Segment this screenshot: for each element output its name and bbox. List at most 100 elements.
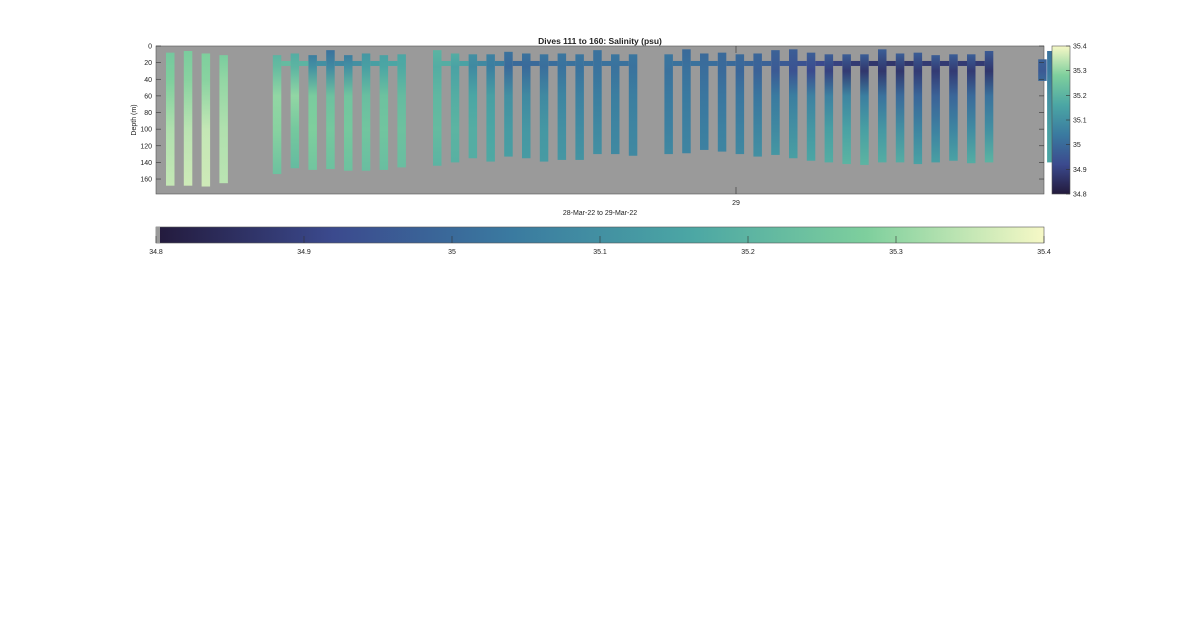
surface-band	[850, 60, 861, 66]
dive-column	[450, 53, 460, 163]
surface-band	[548, 60, 558, 66]
surface-band	[512, 60, 522, 66]
dive-cell	[895, 53, 905, 163]
dive-column	[860, 54, 869, 165]
y-tick-label: 20	[144, 60, 152, 67]
dive-column	[735, 54, 745, 155]
dive-cell	[1047, 50, 1056, 163]
surface-band	[815, 60, 825, 66]
colorbar-horizontal-nan-swatch	[156, 227, 160, 243]
dive-columns	[166, 49, 1056, 187]
dive-cell	[611, 54, 620, 155]
dive-column	[539, 54, 549, 162]
dive-cell	[522, 53, 531, 159]
y-axis: 0 20 40 60 80 100 120 140 160	[140, 44, 1044, 184]
dive-cell	[860, 54, 869, 165]
surface-band	[388, 60, 398, 66]
dive-column	[984, 50, 994, 163]
dive-cell	[842, 54, 851, 165]
dive-cell	[272, 55, 282, 175]
dive-cell	[967, 54, 976, 164]
dive-column	[593, 50, 602, 155]
dive-cell	[201, 53, 211, 187]
dive-column	[326, 50, 335, 170]
colorbar-h-tick-label: 35.1	[593, 249, 607, 256]
dive-cell	[344, 55, 353, 171]
x-tick-label: 29	[732, 200, 740, 207]
dive-column	[397, 54, 406, 168]
surface-band	[316, 60, 327, 66]
dive-cell	[379, 55, 389, 170]
dive-cell	[931, 55, 940, 163]
surface-band	[530, 60, 540, 66]
dive-cell	[450, 53, 460, 163]
dive-column	[486, 54, 495, 162]
surface-band	[708, 60, 718, 66]
dive-cell	[682, 49, 691, 154]
colorbar-h-tick-label: 35	[448, 249, 456, 256]
dive-column	[700, 53, 709, 150]
dive-column	[789, 49, 798, 159]
dive-cell	[219, 55, 228, 184]
colorbar-h-tick-label: 35.2	[741, 249, 755, 256]
surface-band	[833, 60, 843, 66]
dive-column	[201, 53, 211, 187]
dive-cell	[468, 54, 478, 159]
dive-column	[575, 54, 584, 160]
surface-band	[868, 60, 878, 66]
surface-band	[922, 60, 932, 66]
dive-column	[344, 55, 353, 171]
y-axis-label: Depth (m)	[131, 104, 138, 135]
dive-cell	[433, 50, 442, 166]
surface-band	[779, 60, 789, 66]
surface-band	[886, 60, 896, 66]
dive-cell	[735, 54, 745, 155]
surface-band	[334, 60, 344, 66]
colorbar-tick-label: 35	[1073, 142, 1081, 149]
dive-cell	[361, 53, 371, 171]
dive-cell	[949, 54, 958, 161]
surface-band	[459, 60, 469, 66]
surface-band	[957, 60, 967, 66]
surface-band	[352, 60, 362, 66]
dive-column	[219, 55, 228, 184]
dive-column	[771, 50, 780, 155]
dive-cell	[593, 50, 602, 155]
dive-cell	[308, 55, 317, 170]
colorbar-vertical: 34.8 34.9 35 35.1 35.2 35.3 35.4	[1051, 44, 1087, 199]
dive-column	[806, 52, 816, 161]
dive-cell	[183, 50, 193, 186]
surface-band	[299, 60, 309, 66]
dive-column	[949, 54, 958, 161]
surface-band	[619, 60, 629, 66]
colorbar-tick-label: 34.8	[1073, 192, 1087, 199]
surface-band	[726, 60, 736, 66]
surface-band	[601, 60, 611, 66]
dive-column	[1047, 50, 1056, 163]
dive-cell	[700, 53, 709, 150]
x-axis: 29	[732, 46, 740, 207]
surface-band	[477, 60, 487, 66]
dive-cell	[326, 50, 335, 170]
colorbar-horizontal: 34.8 34.9 35 35.1 35.2 35.3 35.4	[149, 226, 1051, 256]
surface-band	[904, 60, 914, 66]
surface-band	[441, 60, 451, 66]
dive-column	[290, 53, 300, 169]
y-tick-label: 120	[140, 143, 152, 150]
colorbar-h-tick-label: 34.8	[149, 249, 163, 256]
colorbar-tick-label: 35.1	[1073, 118, 1087, 125]
surface-band	[690, 60, 700, 66]
dive-cell	[557, 53, 567, 160]
dive-column	[183, 50, 193, 186]
dive-column	[824, 54, 834, 163]
dive-column	[557, 53, 567, 160]
dive-column	[628, 54, 638, 156]
dive-cell	[664, 54, 673, 155]
dive-column	[682, 49, 691, 154]
colorbar-h-tick-label: 35.4	[1037, 249, 1051, 256]
dive-cell	[628, 54, 638, 156]
dive-cell	[824, 54, 834, 163]
dive-cell	[290, 53, 300, 169]
dive-column	[967, 54, 976, 164]
